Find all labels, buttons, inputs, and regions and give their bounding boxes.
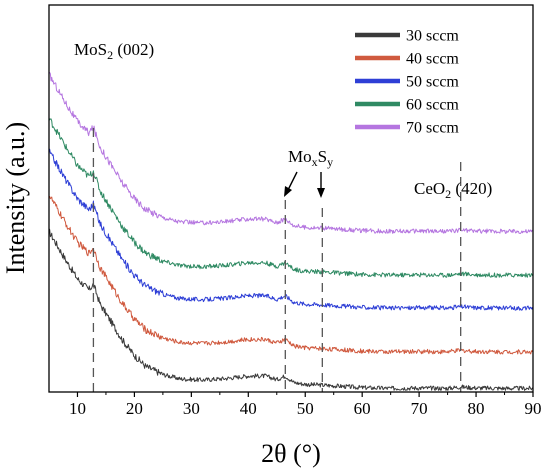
annotation-moxsy-y: y xyxy=(327,155,333,169)
reference-lines xyxy=(92,128,462,392)
annotation-mos2-main: MoS xyxy=(74,40,107,59)
annotation-mos2: MoS2 (002) xyxy=(74,40,154,62)
moxsy-arrow-right xyxy=(317,172,325,198)
x-tick-label: 40 xyxy=(240,399,257,418)
annotation-mos2-rest: (002) xyxy=(113,40,154,59)
annotation-ceo2-main: CeO xyxy=(414,179,445,198)
x-tick-label: 10 xyxy=(69,399,86,418)
series-layer xyxy=(48,71,534,391)
x-tick-label: 30 xyxy=(183,399,200,418)
series-line-5 xyxy=(48,71,534,234)
annotation-moxsy-x: x xyxy=(312,155,318,169)
x-axis-ticks: 10 20 30 40 50 60 70 80 90 xyxy=(69,392,542,418)
legend-label-2: 40 sccm xyxy=(406,51,459,68)
legend-label-3: 50 sccm xyxy=(406,74,459,91)
annotation-moxsy: MoxSy xyxy=(288,147,333,169)
x-tick-label: 90 xyxy=(525,399,542,418)
annotation-moxsy-s: S xyxy=(318,147,327,166)
y-axis-title: Intensity (a.u.) xyxy=(1,122,30,274)
legend-label-1: 30 sccm xyxy=(406,28,459,45)
x-tick-label: 60 xyxy=(354,399,371,418)
annotation-moxsy-mo: Mo xyxy=(288,147,312,166)
legend: 30 sccm 40 sccm 50 sccm 60 sccm 70 sccm xyxy=(355,28,459,137)
plot-frame xyxy=(48,4,534,393)
series-line-4 xyxy=(48,117,534,278)
series-line-1 xyxy=(48,228,534,391)
x-tick-label: 80 xyxy=(468,399,485,418)
x-tick-label: 70 xyxy=(411,399,428,418)
annotation-mos2-sub: 2 xyxy=(107,48,113,62)
moxsy-arrow-left xyxy=(284,171,298,197)
annotation-ceo2: CeO2 (420) xyxy=(414,179,492,201)
series-line-2 xyxy=(48,196,534,355)
legend-label-4: 60 sccm xyxy=(406,97,459,114)
x-tick-label: 20 xyxy=(126,399,143,418)
annotation-ceo2-sub: 2 xyxy=(445,187,451,201)
x-tick-label: 50 xyxy=(297,399,314,418)
series-line-3 xyxy=(48,148,534,311)
annotation-ceo2-rest: (420) xyxy=(451,179,492,198)
x-axis-title: 2θ (°) xyxy=(261,439,321,468)
legend-label-5: 70 sccm xyxy=(406,120,459,137)
